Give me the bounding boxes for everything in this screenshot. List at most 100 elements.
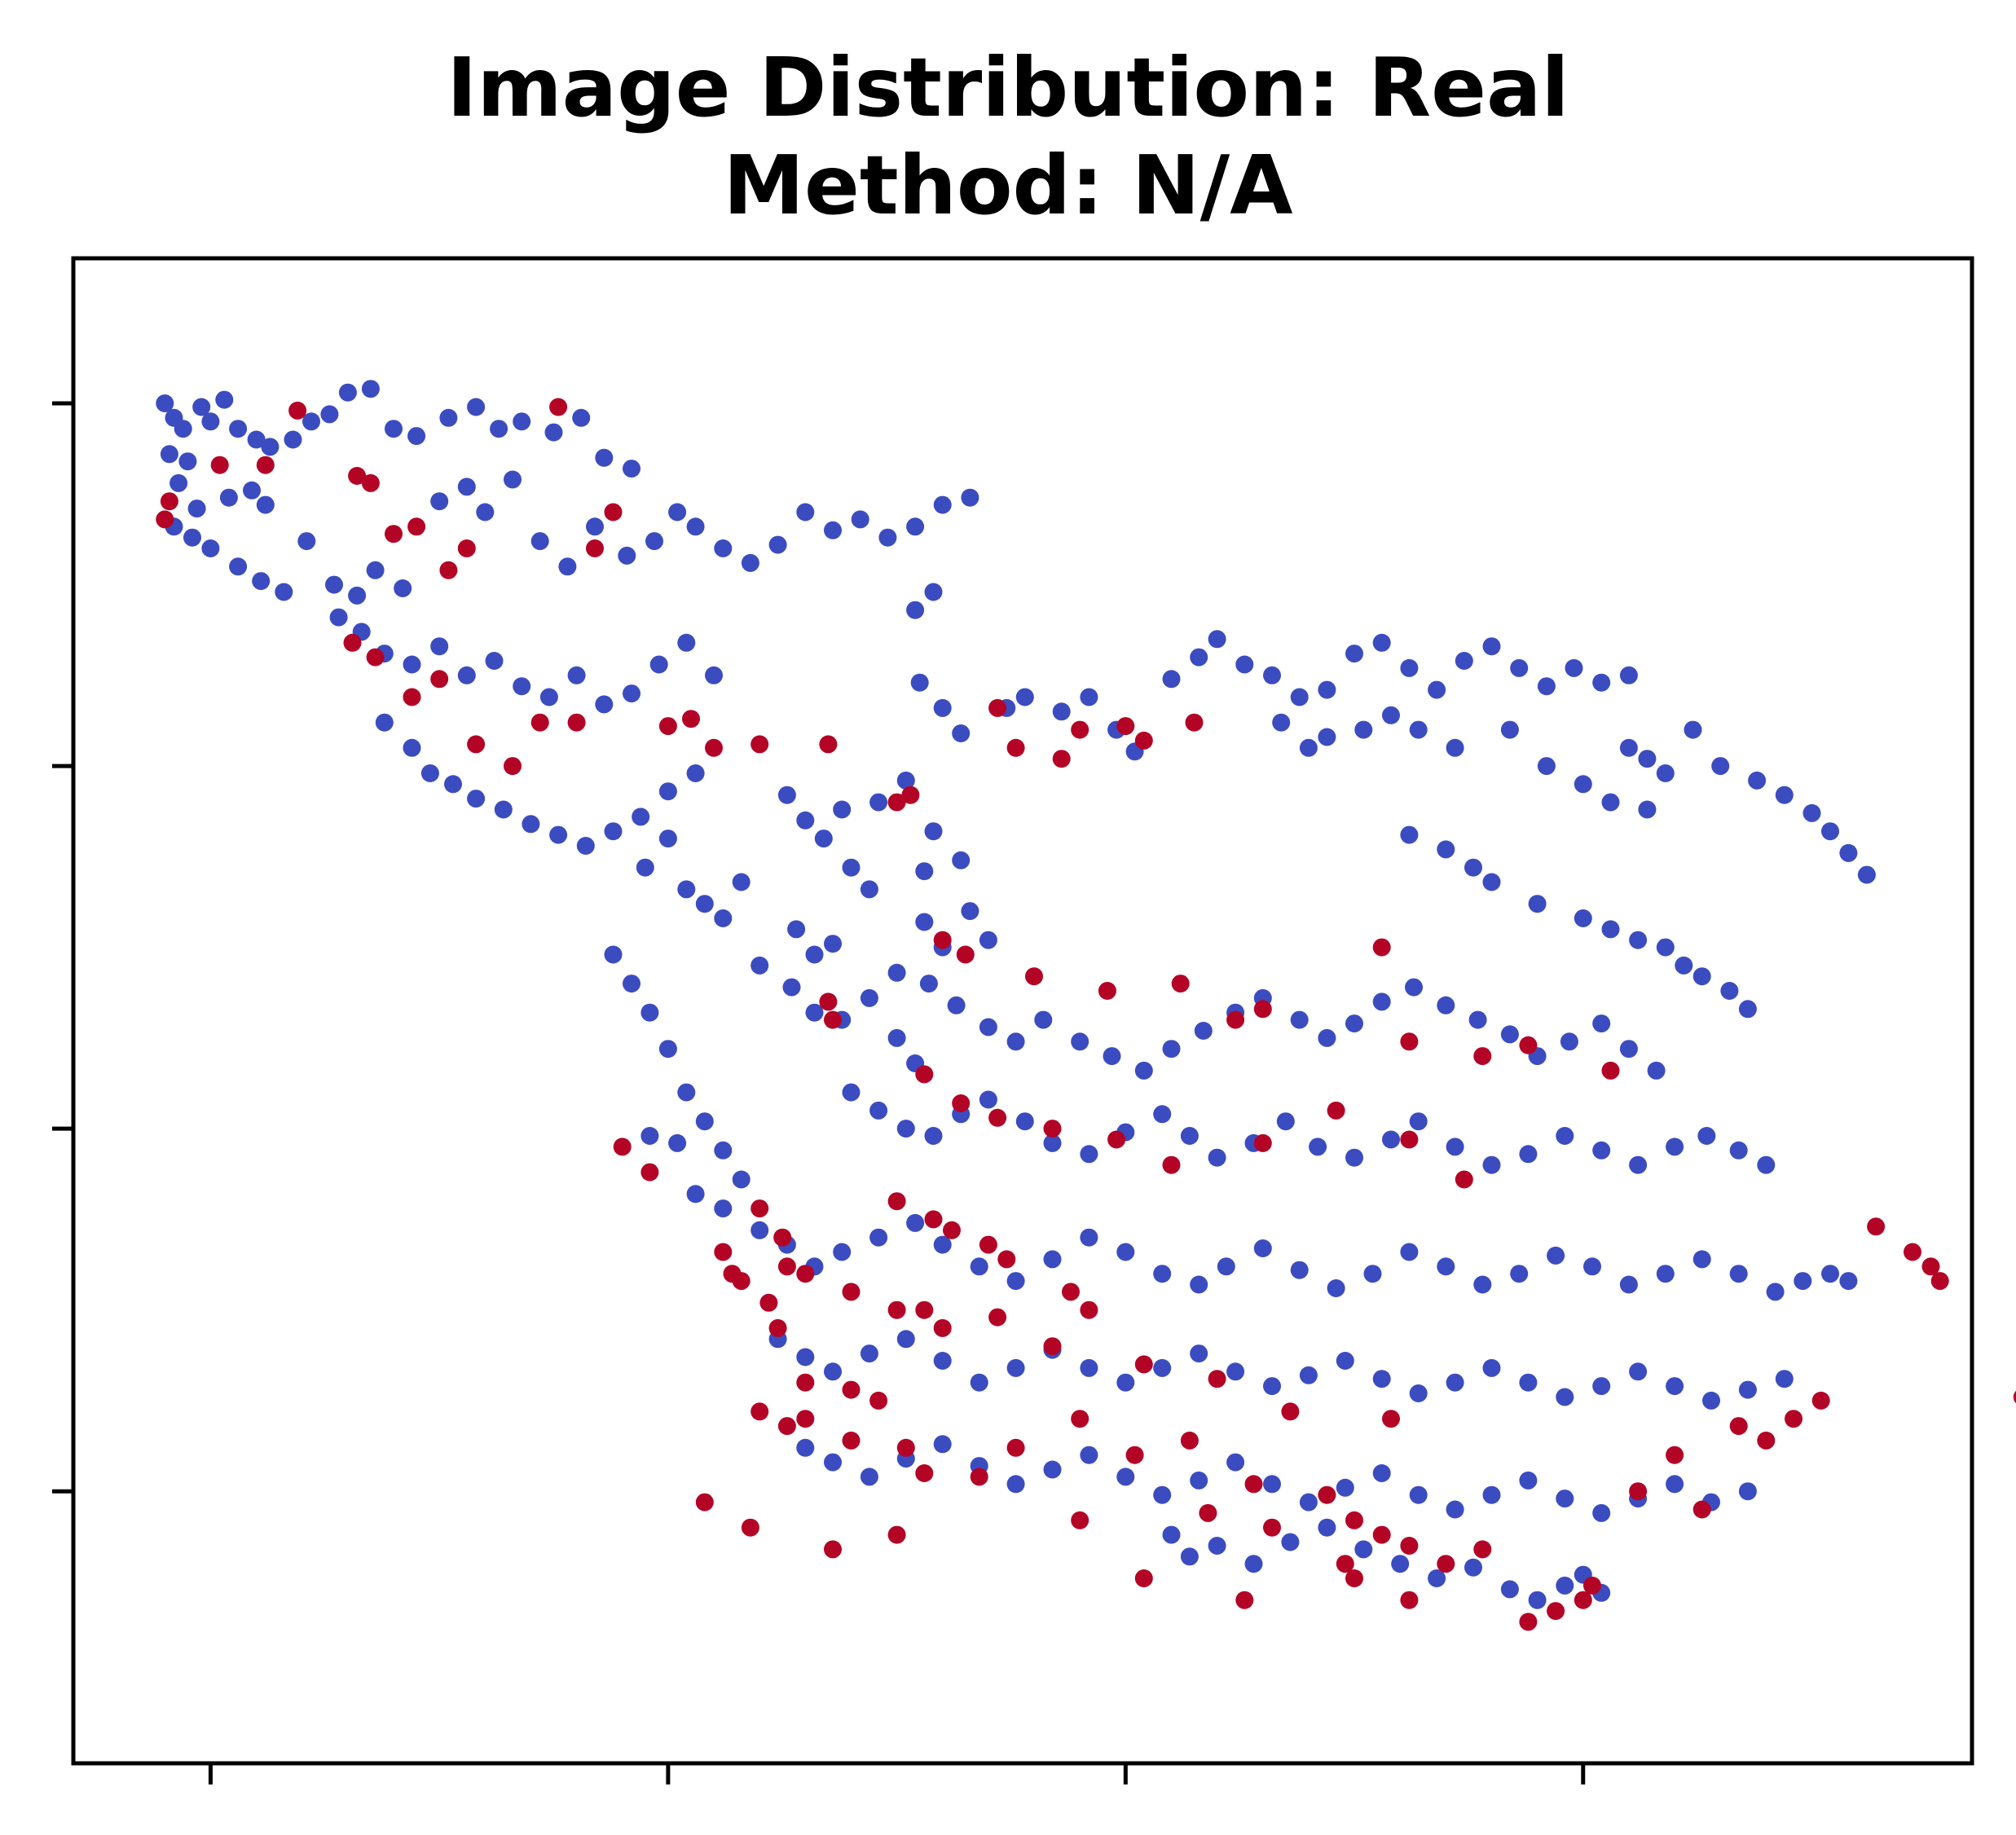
scatter-point xyxy=(1235,655,1254,674)
scatter-point xyxy=(229,420,248,438)
scatter-point xyxy=(901,785,920,804)
scatter-point xyxy=(1299,1493,1318,1512)
scatter-point xyxy=(1043,1460,1062,1479)
scatter-point xyxy=(1226,1362,1245,1381)
scatter-point xyxy=(979,1018,997,1036)
scatter-point xyxy=(1208,630,1226,649)
scatter-point xyxy=(1930,1272,1949,1291)
scatter-point xyxy=(1473,1540,1492,1559)
scatter-point xyxy=(1697,1127,1716,1145)
scatter-point xyxy=(1071,1032,1089,1051)
scatter-point xyxy=(668,503,687,521)
scatter-point xyxy=(1592,1503,1611,1522)
scatter-point xyxy=(1428,680,1446,699)
scatter-point xyxy=(887,793,906,812)
scatter-point xyxy=(1226,1010,1245,1029)
scatter-point xyxy=(256,455,275,474)
scatter-point xyxy=(1290,1261,1309,1279)
scatter-point xyxy=(1235,1591,1254,1609)
scatter-point xyxy=(1208,1537,1226,1555)
scatter-point xyxy=(924,583,943,601)
scatter-point xyxy=(1405,978,1423,997)
scatter-point xyxy=(1153,1105,1172,1124)
scatter-point xyxy=(1904,1243,1921,1261)
scatter-point xyxy=(1619,1040,1638,1058)
scatter-point xyxy=(539,688,558,706)
scatter-point xyxy=(887,1300,906,1319)
scatter-point xyxy=(1309,1138,1327,1156)
scatter-point xyxy=(1006,1272,1025,1291)
scatter-point xyxy=(1354,1540,1373,1559)
scatter-point xyxy=(457,477,476,496)
scatter-point xyxy=(1666,1138,1684,1156)
scatter-point xyxy=(247,430,266,449)
scatter-point xyxy=(1839,1272,1858,1291)
scatter-point xyxy=(645,532,663,551)
scatter-point xyxy=(1043,1120,1062,1138)
scatter-point xyxy=(1775,1370,1794,1388)
scatter-point xyxy=(1162,1155,1181,1174)
scatter-point xyxy=(261,438,280,456)
scatter-point xyxy=(988,1108,1007,1127)
scatter-point xyxy=(1556,1576,1574,1595)
scatter-point xyxy=(1455,1170,1473,1189)
scatter-point xyxy=(878,528,897,547)
scatter-point xyxy=(1629,931,1648,949)
scatter-point xyxy=(649,655,668,674)
scatter-point xyxy=(1437,1257,1455,1276)
scatter-point xyxy=(842,1283,861,1301)
scatter-point xyxy=(640,1163,659,1182)
scatter-point xyxy=(750,956,769,975)
scatter-point xyxy=(1134,731,1153,750)
scatter-point xyxy=(906,601,925,619)
scatter-point xyxy=(403,738,421,757)
scatter-point xyxy=(219,488,238,507)
scatter-point xyxy=(952,851,971,869)
scatter-point xyxy=(732,873,750,891)
scatter-point xyxy=(439,561,458,579)
scatter-point xyxy=(1921,1257,1940,1276)
scatter-point xyxy=(943,1221,961,1239)
scatter-point xyxy=(773,1228,792,1247)
scatter-point xyxy=(1537,677,1556,696)
scatter-point xyxy=(860,1468,878,1486)
scatter-point xyxy=(796,1438,815,1457)
scatter-point xyxy=(869,1228,888,1247)
scatter-point xyxy=(777,1257,796,1276)
scatter-point xyxy=(1400,1130,1419,1149)
chart-title-line-1: Image Distribution: Real xyxy=(447,40,1569,135)
scatter-point xyxy=(759,1293,778,1312)
scatter-point xyxy=(1738,1000,1757,1019)
scatter-point xyxy=(586,517,604,536)
scatter-point xyxy=(467,790,486,808)
scatter-point xyxy=(595,695,614,714)
scatter-point xyxy=(430,492,449,511)
scatter-point xyxy=(824,935,842,953)
scatter-point xyxy=(504,470,522,489)
scatter-point xyxy=(1263,1475,1281,1494)
scatter-point xyxy=(796,1348,815,1366)
scatter-point xyxy=(1318,1028,1336,1047)
scatter-point xyxy=(970,1468,988,1486)
scatter-point xyxy=(668,1133,687,1152)
scatter-point xyxy=(824,1453,842,1472)
scatter-point xyxy=(1244,1555,1263,1573)
scatter-point xyxy=(1098,982,1116,1000)
scatter-point xyxy=(567,713,586,732)
scatter-point xyxy=(1574,775,1592,794)
scatter-point xyxy=(1592,1141,1611,1160)
scatter-point xyxy=(1006,1438,1025,1457)
scatter-point xyxy=(677,633,696,652)
scatter-point xyxy=(1482,637,1501,656)
scatter-point xyxy=(750,735,769,754)
scatter-point xyxy=(1382,1410,1400,1428)
scatter-point xyxy=(1052,750,1071,768)
scatter-point xyxy=(1336,1478,1354,1497)
scatter-point xyxy=(1775,785,1794,804)
scatter-point xyxy=(178,452,197,471)
scatter-point xyxy=(636,858,654,877)
scatter-point xyxy=(361,473,380,492)
scatter-point xyxy=(1015,1112,1034,1131)
scatter-point xyxy=(1006,1032,1025,1051)
scatter-point xyxy=(522,815,540,834)
